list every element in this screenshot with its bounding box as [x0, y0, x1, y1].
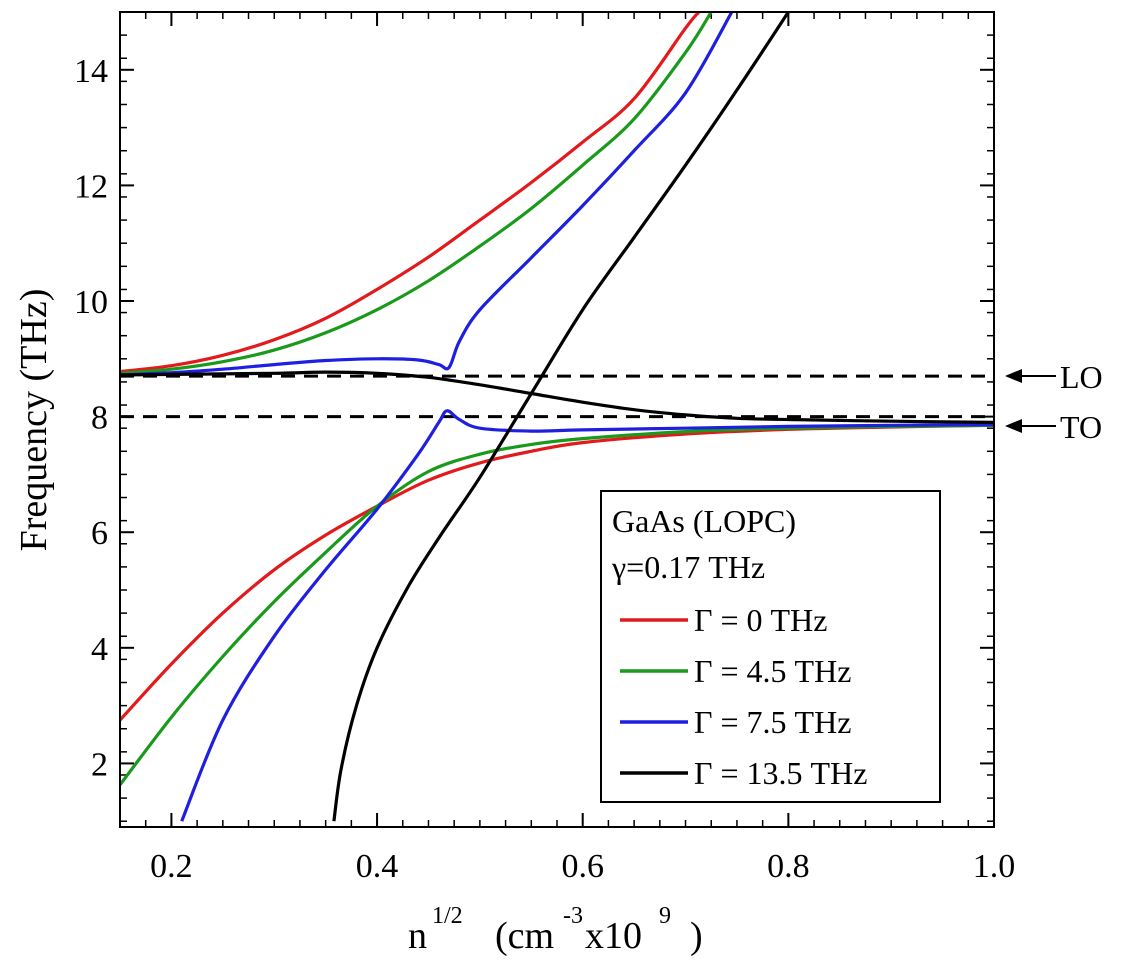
- reference-lines: [120, 374, 994, 419]
- series-1-branch-lower: [120, 423, 994, 786]
- legend-entry-label: Γ = 4.5 THz: [694, 653, 851, 689]
- legend-entry-label: Γ = 13.5 THz: [694, 755, 867, 791]
- y-tick-label: 4: [91, 631, 108, 668]
- axis-ticks: [119, 11, 995, 827]
- series-3-branch-upper: [120, 370, 994, 424]
- y-tick-label: 12: [74, 168, 108, 205]
- y-tick-label: 2: [91, 746, 108, 783]
- plot-frame: [119, 11, 995, 828]
- y-tick-label: 14: [74, 53, 108, 90]
- lo-arrow-icon: [1005, 369, 1022, 383]
- x-label-sup-9: 9: [659, 903, 671, 929]
- y-tick-label: 6: [91, 515, 108, 552]
- x-tick-label: 0.4: [356, 848, 399, 885]
- series-2-branch-upper: [120, 12, 734, 377]
- x-tick-labels: 0.2 0.4 0.6 0.8 1.0: [150, 848, 1015, 885]
- y-tick-label: 8: [91, 400, 108, 437]
- y-tick-label: 10: [74, 284, 108, 321]
- to-arrow-icon: [1005, 419, 1022, 433]
- x-label-n: n: [408, 915, 427, 957]
- x-tick-label: 0.6: [561, 848, 604, 885]
- x-label-unit-open: (cm: [495, 915, 554, 957]
- legend-title-material: GaAs (LOPC): [612, 503, 796, 539]
- x-tick-label: 0.8: [767, 848, 810, 885]
- series-1-branch-upper: [120, 12, 713, 375]
- lo-annotation: LO: [1005, 359, 1103, 395]
- y-tick-labels: 2 4 6 8 10 12 14: [74, 53, 108, 784]
- to-annotation: TO: [1005, 409, 1102, 445]
- x-label-sup-minus3: -3: [563, 903, 583, 929]
- series-2-branch-lower: [180, 409, 994, 822]
- y-axis-label: Frequency (THz): [13, 289, 55, 552]
- legend-entries: Γ = 0 THz Γ = 4.5 THz Γ = 7.5 THz Γ = 13.5 …: [620, 602, 867, 791]
- x-tick-label: 0.2: [150, 848, 193, 885]
- x-label-times10: x10: [585, 915, 642, 957]
- x-label-close: ): [690, 915, 703, 957]
- series-0-branch-upper: [120, 12, 701, 374]
- x-tick-label: 1.0: [973, 848, 1016, 885]
- x-axis-label: n 1/2 (cm -3 x10 9 ): [408, 903, 703, 957]
- lo-label: LO: [1060, 359, 1103, 395]
- legend-box: [600, 490, 941, 803]
- legend: GaAs (LOPC) γ=0.17 THz Γ = 0 THz Γ = 4.5 …: [600, 490, 941, 803]
- data-series: [120, 12, 994, 822]
- x-label-sup-half: 1/2: [432, 903, 463, 929]
- legend-entry-label: Γ = 7.5 THz: [694, 704, 851, 740]
- to-label: TO: [1060, 409, 1102, 445]
- legend-entry-label: Γ = 0 THz: [694, 602, 827, 638]
- series-3-branch-lower: [332, 12, 790, 822]
- legend-title-gamma: γ=0.17 THz: [611, 549, 765, 585]
